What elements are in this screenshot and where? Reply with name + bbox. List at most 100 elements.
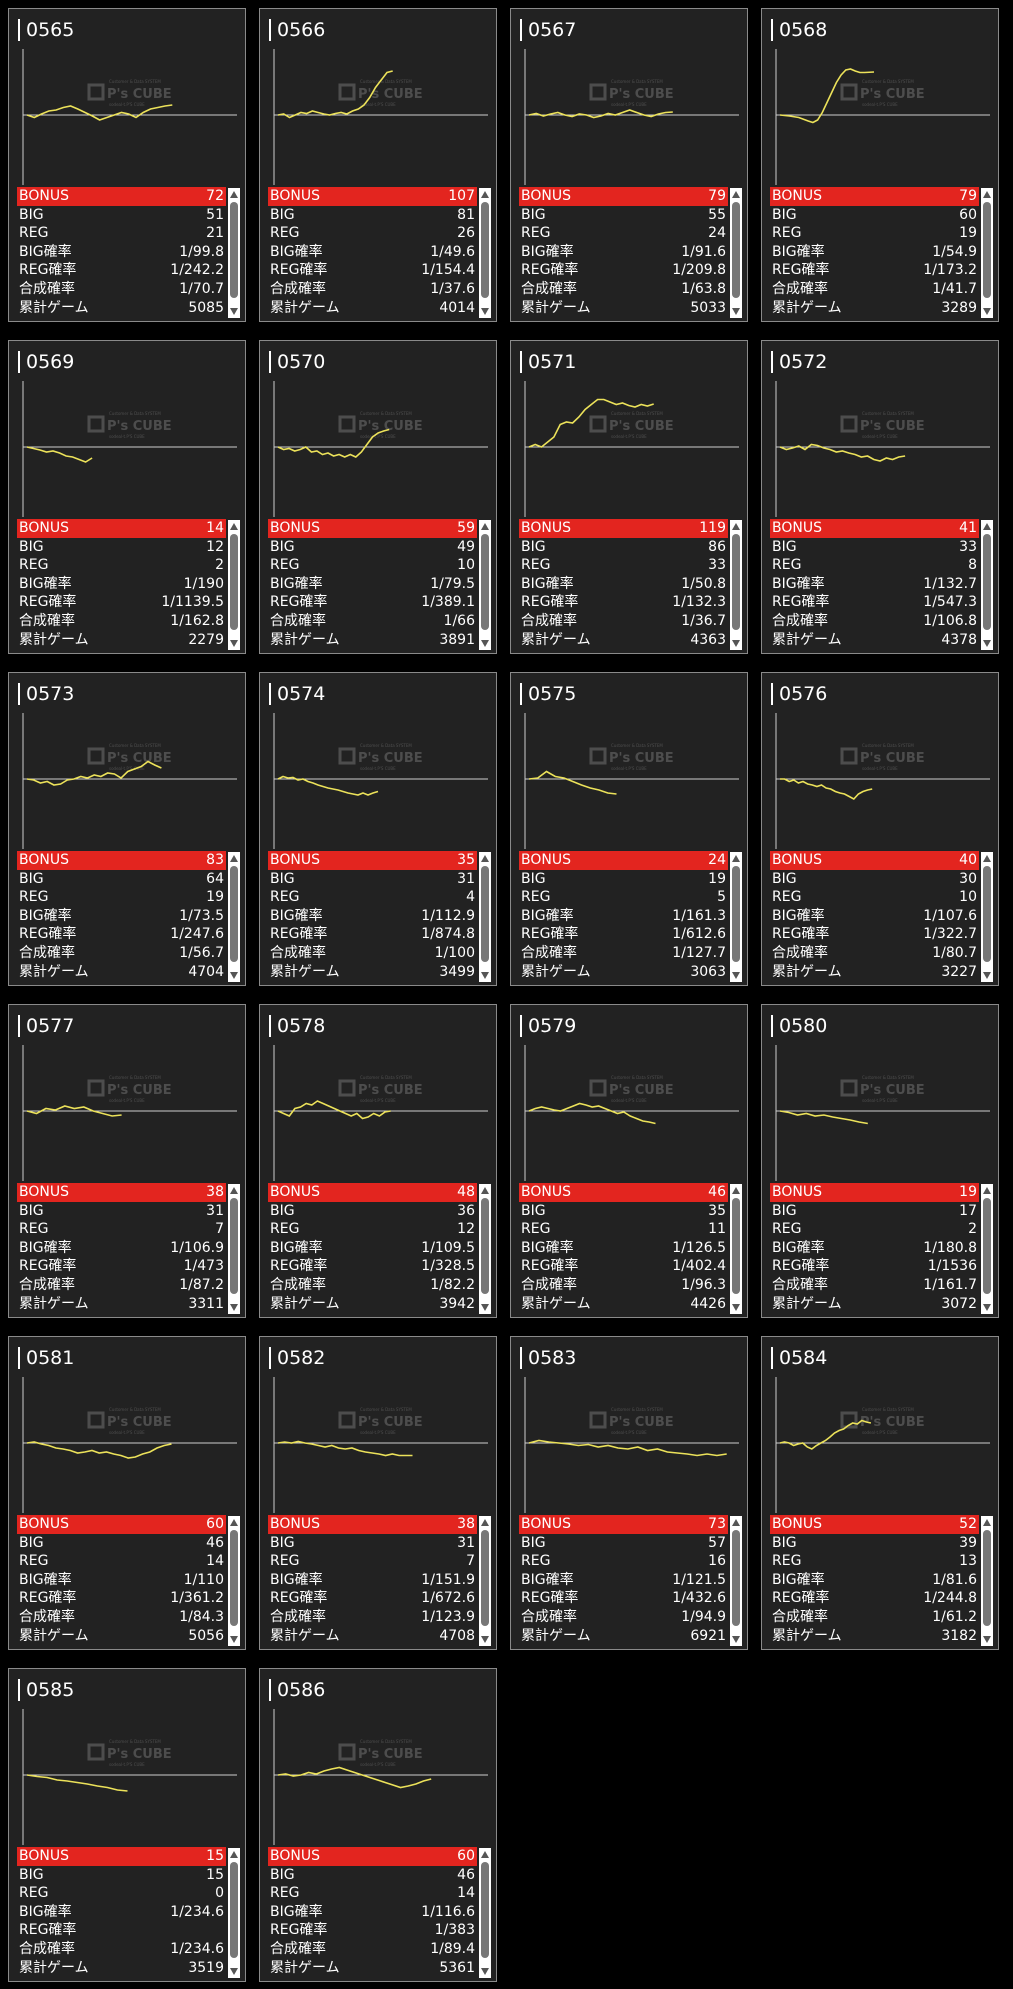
stats-scrollbar[interactable] [981,188,993,318]
scroll-up-icon[interactable] [983,191,991,198]
scroll-up-icon[interactable] [983,1187,991,1194]
stats-scrollbar[interactable] [228,852,240,982]
scroll-up-icon[interactable] [230,1519,238,1526]
machine-card[interactable]: 0581 P's CUBE Customer & Data SYSTEM sodeal… [8,1336,246,1650]
machine-card[interactable]: 0583 P's CUBE Customer & Data SYSTEM sodeal… [510,1336,748,1650]
machine-card[interactable]: 0582 P's CUBE Customer & Data SYSTEM sodeal… [259,1336,497,1650]
scroll-up-icon[interactable] [230,191,238,198]
machine-card[interactable]: 0576 P's CUBE Customer & Data SYSTEM sodeal… [761,672,999,986]
stats-scrollbar[interactable] [228,1184,240,1314]
stats-scrollbar[interactable] [981,1516,993,1646]
scroll-down-icon[interactable] [732,640,740,647]
stats-scrollbar[interactable] [479,188,491,318]
scroll-down-icon[interactable] [481,972,489,979]
scroll-up-icon[interactable] [481,1851,489,1858]
scroll-up-icon[interactable] [230,1187,238,1194]
machine-card[interactable]: 0575 P's CUBE Customer & Data SYSTEM sodeal… [510,672,748,986]
scroll-thumb[interactable] [230,202,238,298]
scroll-up-icon[interactable] [481,1187,489,1194]
stats-scrollbar[interactable] [730,188,742,318]
machine-card[interactable]: 0567 P's CUBE Customer & Data SYSTEM sodeal… [510,8,748,322]
stats-scrollbar[interactable] [479,1184,491,1314]
scroll-thumb[interactable] [481,1198,489,1294]
machine-card[interactable]: 0572 P's CUBE Customer & Data SYSTEM sodeal… [761,340,999,654]
stats-scrollbar[interactable] [981,520,993,650]
stats-scrollbar[interactable] [479,1848,491,1978]
stats-scrollbar[interactable] [730,852,742,982]
stats-scrollbar[interactable] [479,852,491,982]
machine-card[interactable]: 0584 P's CUBE Customer & Data SYSTEM sodeal… [761,1336,999,1650]
scroll-up-icon[interactable] [732,1187,740,1194]
scroll-down-icon[interactable] [230,1304,238,1311]
scroll-thumb[interactable] [230,1198,238,1294]
scroll-thumb[interactable] [230,1862,238,1958]
stats-scrollbar[interactable] [228,1848,240,1978]
scroll-down-icon[interactable] [983,1304,991,1311]
scroll-thumb[interactable] [732,202,740,298]
scroll-down-icon[interactable] [983,972,991,979]
scroll-down-icon[interactable] [732,308,740,315]
scroll-up-icon[interactable] [732,191,740,198]
machine-card[interactable]: 0566 P's CUBE Customer & Data SYSTEM sodeal… [259,8,497,322]
scroll-up-icon[interactable] [230,855,238,862]
scroll-up-icon[interactable] [983,855,991,862]
stats-scrollbar[interactable] [730,520,742,650]
scroll-up-icon[interactable] [481,191,489,198]
scroll-thumb[interactable] [983,1530,991,1626]
machine-card[interactable]: 0578 P's CUBE Customer & Data SYSTEM sodeal… [259,1004,497,1318]
scroll-thumb[interactable] [732,866,740,962]
scroll-down-icon[interactable] [230,640,238,647]
scroll-down-icon[interactable] [230,1968,238,1975]
scroll-down-icon[interactable] [481,1968,489,1975]
machine-card[interactable]: 0571 P's CUBE Customer & Data SYSTEM sodeal… [510,340,748,654]
scroll-thumb[interactable] [732,1198,740,1294]
scroll-thumb[interactable] [230,534,238,630]
scroll-thumb[interactable] [983,534,991,630]
scroll-down-icon[interactable] [732,1636,740,1643]
scroll-down-icon[interactable] [732,972,740,979]
scroll-down-icon[interactable] [983,1636,991,1643]
machine-card[interactable]: 0577 P's CUBE Customer & Data SYSTEM sodeal… [8,1004,246,1318]
scroll-thumb[interactable] [481,866,489,962]
machine-card[interactable]: 0568 P's CUBE Customer & Data SYSTEM sodeal… [761,8,999,322]
machine-card[interactable]: 0570 P's CUBE Customer & Data SYSTEM sodeal… [259,340,497,654]
stats-scrollbar[interactable] [479,1516,491,1646]
scroll-up-icon[interactable] [230,523,238,530]
scroll-thumb[interactable] [481,534,489,630]
scroll-up-icon[interactable] [983,1519,991,1526]
stats-scrollbar[interactable] [981,1184,993,1314]
scroll-down-icon[interactable] [983,308,991,315]
stats-scrollbar[interactable] [228,188,240,318]
machine-card[interactable]: 0573 P's CUBE Customer & Data SYSTEM sodeal… [8,672,246,986]
machine-card[interactable]: 0579 P's CUBE Customer & Data SYSTEM sodeal… [510,1004,748,1318]
stats-scrollbar[interactable] [479,520,491,650]
scroll-thumb[interactable] [732,534,740,630]
scroll-down-icon[interactable] [481,640,489,647]
stats-scrollbar[interactable] [730,1184,742,1314]
scroll-up-icon[interactable] [983,523,991,530]
scroll-thumb[interactable] [983,1198,991,1294]
scroll-down-icon[interactable] [481,1304,489,1311]
machine-card[interactable]: 0586 P's CUBE Customer & Data SYSTEM sodeal… [259,1668,497,1982]
scroll-down-icon[interactable] [983,640,991,647]
stats-scrollbar[interactable] [981,852,993,982]
scroll-up-icon[interactable] [481,1519,489,1526]
scroll-thumb[interactable] [481,202,489,298]
scroll-thumb[interactable] [230,866,238,962]
machine-card[interactable]: 0574 P's CUBE Customer & Data SYSTEM sodeal… [259,672,497,986]
stats-scrollbar[interactable] [228,520,240,650]
scroll-down-icon[interactable] [230,1636,238,1643]
machine-card[interactable]: 0565 P's CUBE Customer & Data SYSTEM sodeal… [8,8,246,322]
stats-scrollbar[interactable] [730,1516,742,1646]
scroll-thumb[interactable] [481,1530,489,1626]
scroll-down-icon[interactable] [230,308,238,315]
scroll-thumb[interactable] [983,202,991,298]
scroll-thumb[interactable] [983,866,991,962]
scroll-down-icon[interactable] [732,1304,740,1311]
machine-card[interactable]: 0585 P's CUBE Customer & Data SYSTEM sodeal… [8,1668,246,1982]
scroll-down-icon[interactable] [230,972,238,979]
scroll-down-icon[interactable] [481,1636,489,1643]
machine-card[interactable]: 0580 P's CUBE Customer & Data SYSTEM sodeal… [761,1004,999,1318]
scroll-thumb[interactable] [230,1530,238,1626]
scroll-up-icon[interactable] [481,855,489,862]
